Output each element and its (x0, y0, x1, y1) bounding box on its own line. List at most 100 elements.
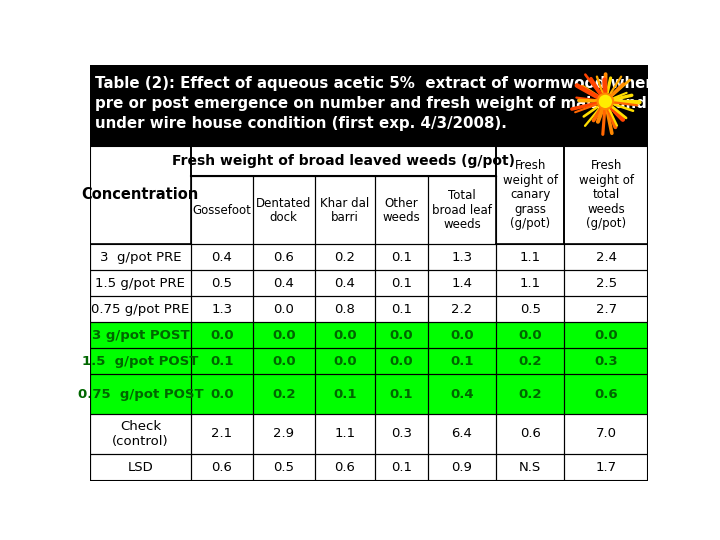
Text: Dentated
dock: Dentated dock (256, 197, 312, 224)
Text: 0.6: 0.6 (520, 428, 541, 441)
Text: 0.0: 0.0 (272, 329, 296, 342)
Bar (496, 322, 564, 348)
Text: 0.4: 0.4 (211, 251, 232, 264)
Bar (315, 414, 375, 454)
Bar (428, 374, 496, 414)
Text: 2.2: 2.2 (451, 303, 472, 316)
Bar (496, 414, 564, 454)
Text: 1.5 g/pot PRE: 1.5 g/pot PRE (96, 276, 185, 290)
Bar (428, 244, 496, 270)
Bar (315, 374, 375, 414)
Bar (191, 270, 253, 296)
Text: 0.5: 0.5 (211, 276, 233, 290)
Bar (191, 414, 253, 454)
Text: 1.7: 1.7 (595, 461, 617, 474)
Bar (315, 322, 375, 348)
Text: 1.3: 1.3 (211, 303, 233, 316)
Text: 0.6: 0.6 (335, 461, 356, 474)
Text: 0.4: 0.4 (335, 276, 356, 290)
Text: Fresh
weight of
canary
grass
(g/pot): Fresh weight of canary grass (g/pot) (503, 159, 558, 231)
Text: Fresh
weight of
total
weeds
(g/pot): Fresh weight of total weeds (g/pot) (579, 159, 634, 231)
Bar (564, 244, 648, 270)
Bar (90, 414, 191, 454)
Text: 0.0: 0.0 (450, 329, 474, 342)
Bar (564, 374, 648, 414)
Text: 1.3: 1.3 (451, 251, 472, 264)
Bar (90, 454, 191, 481)
Text: 0.5: 0.5 (274, 461, 294, 474)
Bar (564, 414, 648, 454)
Bar (496, 296, 564, 322)
Bar (90, 348, 191, 374)
Text: 0.0: 0.0 (210, 388, 233, 401)
Text: 0.0: 0.0 (210, 329, 233, 342)
Text: 0.1: 0.1 (450, 355, 474, 368)
Bar (90, 146, 648, 481)
Bar (375, 454, 428, 481)
Bar (253, 270, 315, 296)
Bar (191, 374, 253, 414)
Bar (253, 177, 315, 244)
Bar (253, 414, 315, 454)
Text: 0.2: 0.2 (335, 251, 356, 264)
Text: 0.2: 0.2 (518, 388, 542, 401)
Text: 2.5: 2.5 (595, 276, 617, 290)
Text: Table (2): Effect of aqueous acetic 5%  extract of wormwood when applied either
: Table (2): Effect of aqueous acetic 5% e… (94, 76, 720, 131)
Bar (315, 177, 375, 244)
Bar (564, 322, 648, 348)
Text: 0.0: 0.0 (333, 355, 357, 368)
Bar (564, 348, 648, 374)
Text: 0.0: 0.0 (594, 329, 618, 342)
Bar (253, 244, 315, 270)
Text: 1.1: 1.1 (520, 276, 541, 290)
Text: 0.5: 0.5 (520, 303, 541, 316)
Bar (375, 322, 428, 348)
Text: 3  g/pot PRE: 3 g/pot PRE (99, 251, 181, 264)
Bar (375, 244, 428, 270)
Text: 0.1: 0.1 (210, 355, 233, 368)
Text: Khar dal
barri: Khar dal barri (320, 197, 369, 224)
Text: 0.3: 0.3 (391, 428, 412, 441)
Bar (428, 270, 496, 296)
Text: Fresh weight of broad leaved weeds (g/pot): Fresh weight of broad leaved weeds (g/po… (172, 154, 515, 168)
Text: 0.75  g/pot POST: 0.75 g/pot POST (78, 388, 203, 401)
Text: 3 g/pot POST: 3 g/pot POST (91, 329, 189, 342)
Text: 6.4: 6.4 (451, 428, 472, 441)
Text: 0.4: 0.4 (274, 276, 294, 290)
Text: 0.2: 0.2 (272, 388, 295, 401)
Bar (191, 296, 253, 322)
Bar (375, 374, 428, 414)
Bar (90, 322, 191, 348)
Text: 2.9: 2.9 (274, 428, 294, 441)
Text: 1.1: 1.1 (334, 428, 356, 441)
Bar (90, 146, 191, 244)
Text: Gossefoot: Gossefoot (192, 204, 251, 217)
Bar (496, 374, 564, 414)
Text: 1.5  g/pot POST: 1.5 g/pot POST (82, 355, 199, 368)
Text: Total
broad leaf
weeds: Total broad leaf weeds (432, 190, 492, 231)
Text: 0.6: 0.6 (274, 251, 294, 264)
Text: 1.4: 1.4 (451, 276, 472, 290)
Text: 0.1: 0.1 (391, 303, 412, 316)
Bar (496, 244, 564, 270)
Text: 2.1: 2.1 (211, 428, 233, 441)
Text: 0.0: 0.0 (333, 329, 357, 342)
Bar (191, 244, 253, 270)
Text: 0.8: 0.8 (335, 303, 356, 316)
Text: 1.1: 1.1 (520, 251, 541, 264)
Bar (191, 146, 496, 177)
Bar (375, 348, 428, 374)
Bar (428, 454, 496, 481)
Bar (375, 177, 428, 244)
Text: Concentration: Concentration (82, 187, 199, 202)
Text: 0.1: 0.1 (333, 388, 356, 401)
Bar (428, 348, 496, 374)
Bar (90, 270, 191, 296)
Bar (253, 322, 315, 348)
Text: 0.0: 0.0 (272, 355, 296, 368)
Bar (428, 296, 496, 322)
Bar (315, 454, 375, 481)
Text: Other
weeds: Other weeds (382, 197, 420, 224)
Text: Check
(control): Check (control) (112, 420, 168, 448)
Text: 0.75 g/pot PRE: 0.75 g/pot PRE (91, 303, 189, 316)
